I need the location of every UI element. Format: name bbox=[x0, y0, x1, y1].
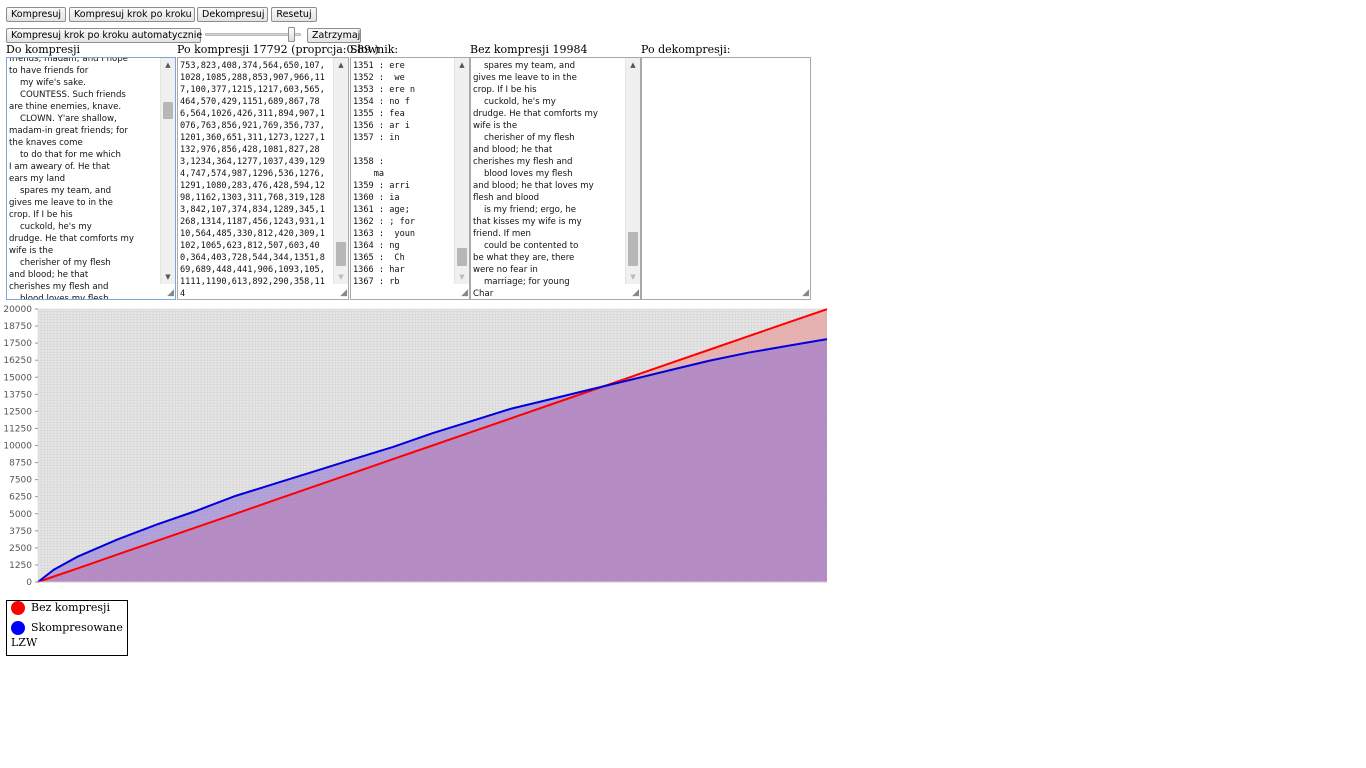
decompressed-label: Po dekompresji: bbox=[641, 43, 731, 56]
y-tick-label: 16250 bbox=[3, 356, 32, 366]
compressed-output-text: 753,823,408,374,564,650,107,1028,1085,28… bbox=[180, 61, 325, 299]
decompressed-textarea[interactable]: ◢ bbox=[641, 57, 811, 300]
scroll-down-arrow-icon[interactable]: ▼ bbox=[630, 273, 636, 281]
series-line-1 bbox=[37, 338, 828, 583]
y-tick-label: 13750 bbox=[3, 390, 32, 400]
compress-auto-step-button[interactable]: Kompresuj krok po kroku automatycznie bbox=[6, 28, 202, 43]
scroll-up-arrow-icon[interactable]: ▲ bbox=[630, 61, 636, 69]
legend-label: Skompresowane bbox=[31, 621, 123, 634]
resize-grip-icon[interactable]: ◢ bbox=[461, 288, 468, 298]
uncompressed-scrollbar[interactable]: ▲ ▼ bbox=[625, 58, 640, 284]
y-tick-label: 17500 bbox=[3, 339, 32, 349]
y-tick-label: 11250 bbox=[3, 424, 32, 434]
y-tick-label: 5000 bbox=[9, 510, 32, 520]
compressed-output-textarea[interactable]: 753,823,408,374,564,650,107,1028,1085,28… bbox=[177, 57, 349, 300]
scroll-thumb[interactable] bbox=[457, 248, 467, 266]
y-tick-label: 18750 bbox=[3, 322, 32, 332]
scroll-thumb[interactable] bbox=[336, 242, 346, 266]
scroll-down-arrow-icon[interactable]: ▼ bbox=[165, 273, 171, 281]
uncompressed-label: Bez kompresji 19984 bbox=[470, 43, 588, 56]
y-tick-label: 2500 bbox=[9, 544, 32, 554]
scroll-up-arrow-icon[interactable]: ▲ bbox=[459, 61, 465, 69]
scroll-down-arrow-icon[interactable]: ▼ bbox=[459, 273, 465, 281]
resize-grip-icon[interactable]: ◢ bbox=[167, 288, 174, 298]
compression-chart: 0 1250 2500 3750 5000 6250 7500 8750 10000 11250 1… bbox=[3, 305, 828, 588]
legend-item-uncompressed: Bez kompresji bbox=[11, 601, 110, 615]
before-compression-label: Do kompresji bbox=[6, 43, 81, 56]
y-tick-label: 8750 bbox=[9, 459, 32, 469]
series-area-1 bbox=[38, 339, 827, 582]
compressed-scrollbar[interactable]: ▲ ▼ bbox=[333, 58, 348, 284]
compress-step-button[interactable]: Kompresuj krok po kroku bbox=[69, 7, 195, 22]
uncompressed-text: spares my team, and gives me leave to in… bbox=[473, 61, 598, 299]
legend-label: Bez kompresji bbox=[31, 601, 110, 614]
input-text: friends, madam; and I hope to have frien… bbox=[9, 57, 134, 300]
scroll-thumb[interactable] bbox=[163, 102, 173, 119]
stop-button[interactable]: Zatrzymaj bbox=[307, 28, 361, 43]
decompressed-text bbox=[642, 58, 810, 60]
chart-legend: Bez kompresji Skompresowane LZW bbox=[6, 600, 128, 656]
dictionary-scrollbar[interactable]: ▲ ▼ bbox=[454, 58, 469, 284]
resize-grip-icon[interactable]: ◢ bbox=[632, 288, 639, 298]
decompress-button[interactable]: Dekompresuj bbox=[197, 7, 268, 22]
y-tick-label: 20000 bbox=[3, 305, 32, 315]
speed-slider[interactable] bbox=[205, 27, 301, 42]
series-line-0 bbox=[37, 308, 828, 583]
y-tick-label: 3750 bbox=[9, 527, 32, 537]
red-dot-icon bbox=[11, 601, 25, 615]
slider-thumb[interactable] bbox=[288, 27, 295, 42]
slider-track bbox=[205, 33, 301, 36]
scroll-up-arrow-icon[interactable]: ▲ bbox=[338, 61, 344, 69]
dictionary-textarea[interactable]: 1351 : ere 1352 : we 1353 : ere n 1354 :… bbox=[350, 57, 470, 300]
scroll-down-arrow-icon[interactable]: ▼ bbox=[338, 273, 344, 281]
compress-button[interactable]: Kompresuj bbox=[6, 7, 66, 22]
y-tick-label: 12500 bbox=[3, 407, 32, 417]
y-tick-label: 6250 bbox=[9, 493, 32, 503]
y-tick-label: 7500 bbox=[9, 476, 32, 486]
reset-button[interactable]: Resetuj bbox=[271, 7, 317, 22]
scroll-up-arrow-icon[interactable]: ▲ bbox=[165, 61, 171, 69]
scroll-thumb[interactable] bbox=[628, 232, 638, 266]
y-tick-label: 15000 bbox=[3, 373, 32, 383]
after-compression-label: Po kompresji 17792 (proprcja:0.89 ) bbox=[177, 43, 379, 56]
dictionary-label: Słownik: bbox=[350, 43, 399, 56]
resize-grip-icon[interactable]: ◢ bbox=[802, 288, 809, 298]
uncompressed-textarea[interactable]: spares my team, and gives me leave to in… bbox=[470, 57, 641, 300]
input-scrollbar[interactable]: ▲ ▼ bbox=[160, 58, 175, 284]
y-tick-label: 10000 bbox=[3, 442, 32, 452]
blue-dot-icon bbox=[11, 621, 25, 635]
dictionary-text: 1351 : ere 1352 : we 1353 : ere n 1354 :… bbox=[353, 61, 416, 287]
legend-title: LZW bbox=[11, 636, 38, 649]
resize-grip-icon[interactable]: ◢ bbox=[340, 288, 347, 298]
input-textarea[interactable]: friends, madam; and I hope to have frien… bbox=[6, 57, 176, 300]
y-tick-label: 0 bbox=[26, 578, 32, 588]
legend-item-compressed: Skompresowane bbox=[11, 621, 123, 635]
y-tick-label: 1250 bbox=[9, 561, 32, 571]
